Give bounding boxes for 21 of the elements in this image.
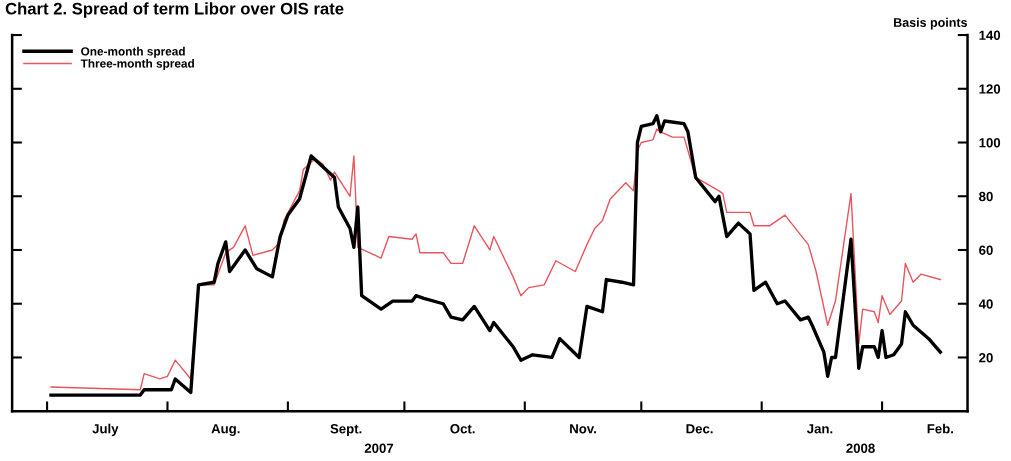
- text: 2007: [364, 443, 394, 453]
- chart-title: Chart 2. Spread of term Libor over OIS rate: [5, 2, 344, 18]
- y-tick-label: 40: [978, 299, 993, 309]
- legend-label: Three-month spread: [80, 59, 194, 71]
- x-tick-label: July: [92, 423, 119, 437]
- text: 2008: [846, 443, 875, 453]
- x-tick-label: Dec.: [686, 424, 713, 434]
- x-tick-label: Aug.: [211, 424, 240, 437]
- x-tick-label: Nov.: [570, 424, 596, 434]
- x-tick-label: Feb.: [927, 423, 953, 434]
- y-tick-label: 20: [979, 353, 993, 363]
- y-tick-label: 120: [979, 84, 1001, 94]
- x-tick-label: Sept.: [330, 424, 362, 437]
- y-tick-label: 80: [979, 191, 993, 202]
- x-tick-label: Jan.: [806, 424, 833, 434]
- legend-label: One-month spread: [81, 46, 185, 58]
- y-tick-label: 140: [979, 30, 1001, 40]
- y-axis-title: Basis points: [894, 17, 968, 30]
- x-tick-label: Oct.: [450, 424, 475, 434]
- y-tick-label: 100: [979, 138, 1001, 148]
- y-tick-label: 60: [979, 245, 993, 255]
